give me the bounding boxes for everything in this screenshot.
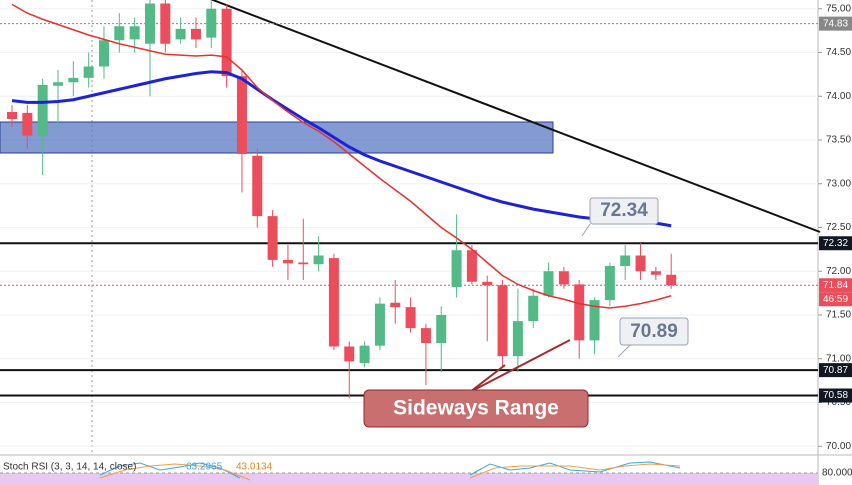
annotation: Sideways Range (393, 397, 559, 420)
grid: 70.00 70.50 71.00 71.50 72.00 72.50 73.00 73.50… (0, 3, 851, 452)
candle-body (574, 284, 585, 341)
resistance-zone (0, 121, 554, 154)
candle-body (344, 346, 355, 362)
annotation-box (363, 389, 589, 428)
price-tags: 74.83 72.32 71.84 46:59 70.87 70.58 (819, 16, 852, 403)
arrow (469, 339, 571, 393)
candle-body (482, 281, 493, 286)
indicator-value: 43.0134 (236, 462, 273, 473)
annotation-box (589, 197, 659, 225)
candle-body (98, 40, 109, 67)
candle-body (282, 259, 293, 264)
y-tick-label: 74.50 (826, 47, 851, 58)
y-tick-label: 73.50 (826, 135, 851, 146)
candle-body (267, 216, 278, 260)
y-tick-label: 75.00 (826, 3, 851, 14)
candle-body (451, 250, 462, 287)
candle-body (528, 295, 539, 322)
price-tag (819, 278, 852, 293)
candle-body (466, 250, 477, 282)
candle-body (114, 26, 125, 41)
moving-averages (11, 3, 672, 309)
candle-body (221, 8, 232, 77)
candle-body (420, 328, 431, 343)
moving-average (11, 3, 672, 309)
candle-body (589, 300, 600, 341)
indicator-value: 63.2965 (186, 462, 223, 473)
candle-body (604, 266, 615, 301)
candle-body (129, 26, 140, 40)
candle-body (144, 3, 155, 44)
candle-body (52, 82, 63, 86)
candles (7, 0, 677, 399)
price-tag-label: 70.58 (823, 390, 848, 401)
price-tag-label: 70.87 (823, 365, 848, 376)
indicator-level: 80.0000 (822, 468, 852, 479)
indicator-label: Stoch RSI (3, 3, 14, 14, close) (3, 462, 136, 473)
candle-body (7, 112, 17, 119)
candle-body (37, 84, 48, 136)
candle-body (83, 66, 94, 78)
countdown-tag (819, 292, 852, 307)
candle-body (359, 345, 370, 364)
price-tag (819, 363, 852, 378)
price-tag (819, 236, 852, 251)
candle-body (436, 315, 447, 343)
candle-body (236, 76, 247, 154)
arrow (469, 364, 506, 393)
candle-body (512, 321, 523, 357)
y-tick-label: 71.50 (826, 310, 851, 321)
annotation: 72.34 (600, 200, 648, 221)
annotation-box (619, 317, 689, 346)
price-tag (819, 388, 852, 403)
stoch-k (99, 462, 241, 479)
annotation: 70.89 (630, 321, 678, 342)
price-tag-label: 72.32 (823, 238, 848, 249)
trend-line (210, 0, 821, 233)
price-tag-label: 71.84 (823, 280, 848, 291)
candle-body (22, 112, 33, 136)
annotation-pointer (581, 223, 591, 237)
candle-body (635, 255, 646, 272)
stoch-d (469, 463, 681, 479)
candle-body (252, 155, 263, 217)
candle-body (160, 3, 171, 44)
stoch-band (0, 473, 818, 485)
candle-body (405, 307, 416, 329)
annotation-pointer (617, 344, 631, 358)
y-tick-label: 74.00 (826, 91, 851, 102)
price-tag (819, 16, 852, 31)
candle-body (543, 271, 554, 296)
candle-body (374, 303, 385, 346)
candle-body (650, 271, 661, 275)
candle-body (328, 258, 339, 347)
countdown: 46:59 (823, 294, 848, 305)
price-tag-label: 74.83 (823, 18, 848, 29)
y-tick-label: 70.00 (826, 441, 851, 452)
moving-average (11, 70, 672, 228)
y-tick-label: 72.00 (826, 266, 851, 277)
candle-body (190, 28, 201, 40)
y-tick-label: 70.50 (826, 397, 851, 408)
candle-body (206, 8, 217, 38)
y-tick-label: 72.50 (826, 222, 851, 233)
candle-body (666, 274, 677, 286)
candle-body (620, 255, 631, 266)
candle-body (390, 302, 401, 308)
stoch-d (99, 463, 251, 481)
y-tick-label: 71.00 (826, 353, 851, 364)
candle-body (558, 271, 569, 285)
candle-body (313, 255, 324, 265)
candle-body (497, 285, 508, 357)
candle-body (68, 77, 79, 83)
candle-body (298, 262, 309, 265)
y-tick-label: 73.00 (826, 178, 851, 189)
candle-body (175, 28, 186, 40)
